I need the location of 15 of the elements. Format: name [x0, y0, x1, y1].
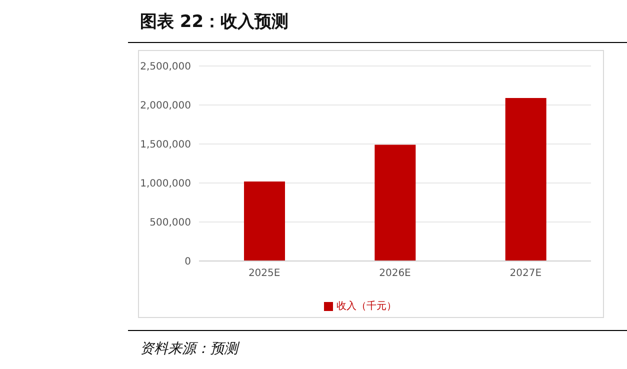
x-tick-label: 2025E [248, 268, 280, 280]
y-tick-label: 1,500,000 [140, 140, 191, 151]
y-tick-label: 2,500,000 [140, 62, 191, 73]
chart-title: 图表 22：收入预测 [140, 11, 289, 33]
y-tick-label: 1,000,000 [140, 178, 191, 190]
y-tick-label: 500,000 [150, 218, 191, 229]
legend-label: 收入（千元） [336, 301, 396, 312]
bar [244, 181, 285, 261]
bar [374, 144, 416, 261]
x-tick-label: 2027E [510, 268, 542, 280]
text: 资料来源：预测 [140, 340, 238, 358]
bar [505, 98, 546, 261]
x-tick-label: 2026E [379, 268, 411, 280]
y-tick-label: 2,000,000 [140, 100, 191, 112]
y-tick-label: 0 [184, 256, 191, 268]
